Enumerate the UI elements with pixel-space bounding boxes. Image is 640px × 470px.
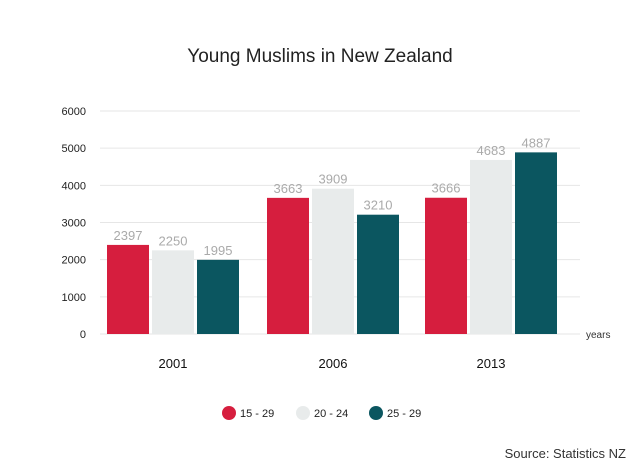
y-tick-label: 0 <box>80 329 86 341</box>
bar <box>515 152 557 334</box>
legend-label: 25 - 29 <box>387 408 421 420</box>
x-tick-label: 2013 <box>477 356 506 371</box>
x-axis-label: years <box>586 330 610 341</box>
legend-swatch <box>296 406 310 420</box>
data-label: 2397 <box>114 228 143 243</box>
bar <box>267 197 309 334</box>
x-tick-label: 2001 <box>159 356 188 371</box>
data-label: 2250 <box>159 233 188 248</box>
source-note: Source: Statistics NZ <box>504 446 626 461</box>
bar <box>197 259 239 334</box>
bar <box>107 244 149 334</box>
legend-label: 15 - 29 <box>240 408 274 420</box>
legend-swatch <box>222 406 236 420</box>
y-tick-label: 5000 <box>62 143 86 155</box>
bar <box>425 197 467 334</box>
data-label: 4683 <box>477 143 506 158</box>
y-tick-label: 1000 <box>62 292 86 304</box>
data-label: 3210 <box>364 198 393 213</box>
legend-swatch <box>369 406 383 420</box>
y-tick-label: 3000 <box>62 218 86 230</box>
chart-title: Young Muslims in New Zealand <box>187 46 453 67</box>
bar <box>152 250 194 334</box>
legend-label: 20 - 24 <box>314 408 348 420</box>
y-tick-label: 2000 <box>62 255 86 267</box>
y-tick-label: 4000 <box>62 180 86 192</box>
x-tick-label: 2006 <box>319 356 348 371</box>
data-label: 3666 <box>432 181 461 196</box>
data-label: 1995 <box>204 243 233 258</box>
bar <box>470 159 512 334</box>
y-tick-label: 6000 <box>62 106 86 118</box>
data-label: 4887 <box>522 135 551 150</box>
bar <box>312 188 354 334</box>
data-label: 3909 <box>319 172 348 187</box>
data-label: 3663 <box>274 181 303 196</box>
bar <box>357 214 399 334</box>
